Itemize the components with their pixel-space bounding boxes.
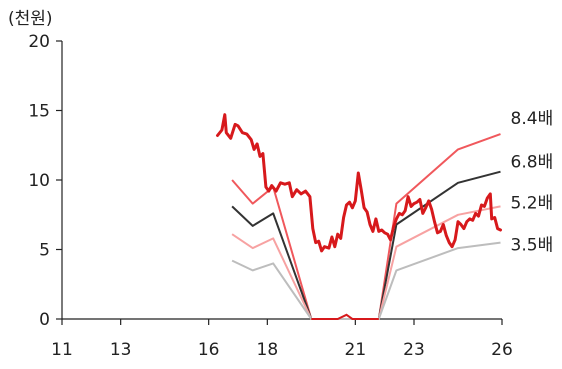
x-tick-label: 21: [345, 340, 367, 360]
x-tick-label: 26: [491, 340, 513, 360]
y-tick-label: 10: [28, 171, 50, 191]
band-labels: 8.4배 6.8배 5.2배 3.5배: [511, 109, 554, 255]
x-tick-label: 16: [198, 340, 220, 360]
y-tick-label: 0: [39, 310, 50, 330]
band-label-3: 5.2배: [511, 193, 554, 213]
axes: 0 5 10 15 20 11 13 16 18 21 23 26: [28, 32, 512, 360]
baseline-segment: [311, 313, 379, 320]
price-line-group: [216, 113, 502, 253]
y-tick-label: 15: [28, 102, 50, 122]
band-line-4: [231, 241, 501, 320]
band-label-2: 6.8배: [511, 153, 554, 173]
band-line-2: [231, 170, 501, 320]
x-tick-label: 13: [110, 340, 132, 360]
x-tick-label: 23: [403, 340, 425, 360]
y-axis-unit-label: (천원): [8, 9, 53, 29]
price-line: [216, 113, 502, 253]
x-tick-label: 11: [51, 340, 73, 360]
band-line-1: [231, 133, 501, 320]
band-label-1: 8.4배: [511, 109, 554, 129]
x-tick-label: 18: [257, 340, 279, 360]
band-label-4: 3.5배: [511, 236, 554, 256]
y-tick-label: 20: [28, 32, 50, 52]
band-lines: [231, 133, 501, 320]
y-tick-label: 5: [39, 241, 50, 261]
